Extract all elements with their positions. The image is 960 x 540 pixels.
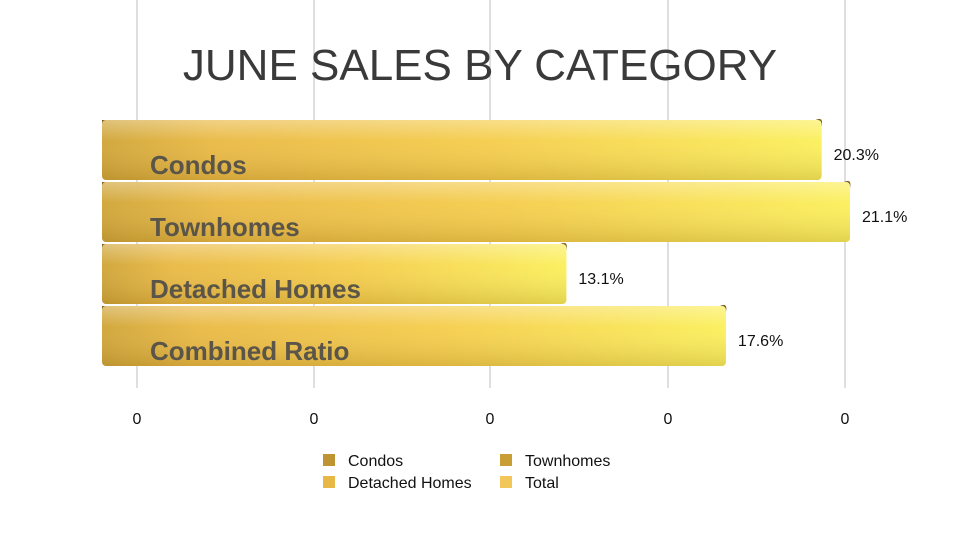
legend-swatch	[323, 476, 335, 488]
bar-value-label: 21.1%	[862, 209, 907, 226]
bar-category-label: Detached Homes	[150, 274, 361, 304]
legend-label: Total	[525, 475, 559, 492]
legend-label: Townhomes	[525, 453, 610, 470]
x-tick-label: 0	[664, 411, 673, 428]
legend: Condos Townhomes Detached Homes Total	[323, 453, 610, 492]
bar-shine	[102, 182, 850, 242]
x-tick-label: 0	[310, 411, 319, 428]
x-tick-label: 0	[133, 411, 142, 428]
legend-label: Condos	[348, 453, 403, 470]
bar-category-label: Townhomes	[150, 212, 300, 242]
bar-shine	[102, 244, 567, 304]
x-axis-ticks: 0 0 0 0 0	[133, 411, 850, 428]
x-tick-label: 0	[841, 411, 850, 428]
bar-group: Condos 20.3%	[102, 118, 879, 180]
bar-category-label: Combined Ratio	[150, 336, 349, 366]
chart-title: JUNE SALES BY CATEGORY	[183, 41, 777, 90]
bar-value-label: 13.1%	[578, 271, 623, 288]
legend-item: Townhomes	[500, 453, 610, 470]
legend-swatch	[323, 454, 335, 466]
legend-swatch	[500, 476, 512, 488]
bar-group: Combined Ratio 17.6%	[102, 304, 783, 366]
bar-value-label: 17.6%	[738, 333, 783, 350]
legend-item: Detached Homes	[323, 475, 472, 492]
bars: Condos 20.3% Townhomes 21.1% Detached Homes 1…	[102, 118, 907, 366]
bar-shine	[102, 306, 726, 366]
bar-group: Townhomes 21.1%	[102, 180, 907, 242]
bar-shine	[102, 120, 822, 180]
legend-item: Condos	[323, 453, 403, 470]
legend-swatch	[500, 454, 512, 466]
bar-value-label: 20.3%	[834, 147, 879, 164]
bar-category-label: Condos	[150, 150, 247, 180]
legend-item: Total	[500, 475, 559, 492]
x-tick-label: 0	[486, 411, 495, 428]
bar-group: Detached Homes 13.1%	[102, 242, 624, 304]
legend-label: Detached Homes	[348, 475, 472, 492]
